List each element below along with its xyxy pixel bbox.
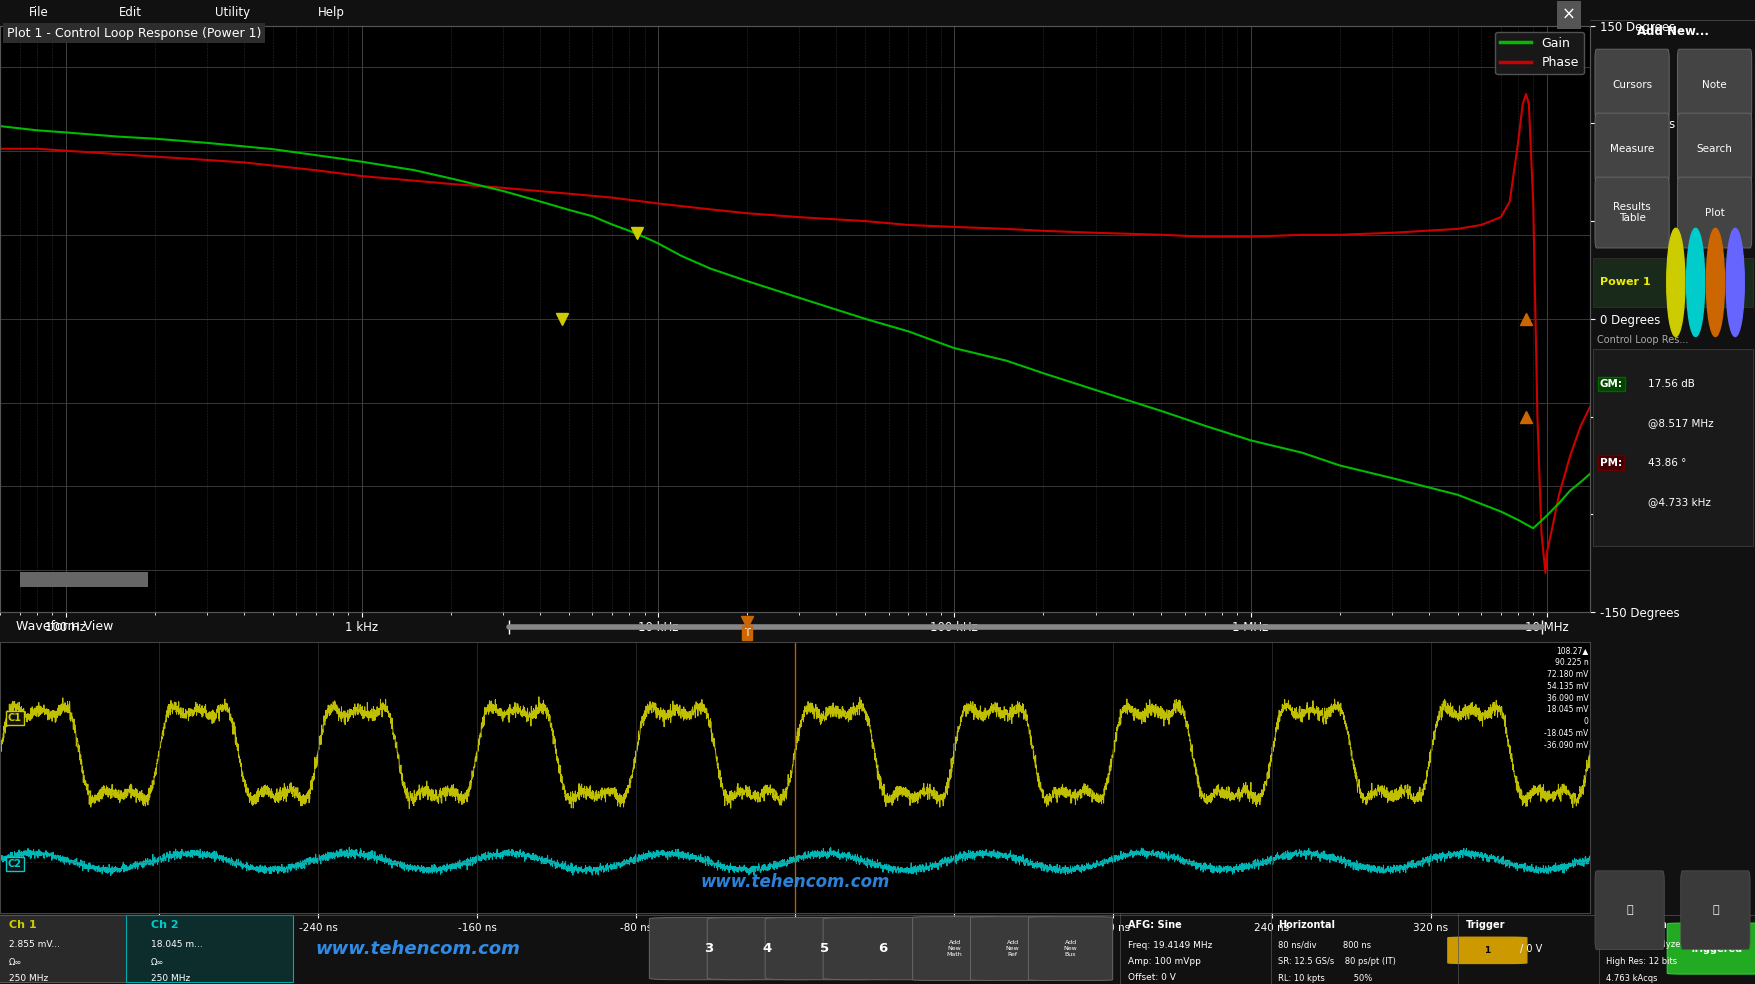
FancyBboxPatch shape [1595,177,1669,248]
FancyBboxPatch shape [1678,177,1751,248]
Text: Cursors: Cursors [1613,80,1651,90]
Text: PM:: PM: [1601,458,1622,467]
Text: 17.56 dB: 17.56 dB [1648,379,1695,389]
Circle shape [1727,228,1744,337]
FancyBboxPatch shape [765,917,885,980]
Text: 18.045 m...: 18.045 m... [151,940,202,950]
Text: Search: Search [1697,144,1732,154]
FancyBboxPatch shape [1028,917,1113,980]
Text: @8.517 MHz: @8.517 MHz [1648,418,1713,428]
Text: Ch 2: Ch 2 [151,920,179,930]
FancyBboxPatch shape [1592,258,1753,307]
Text: Triggered: Triggered [1690,944,1743,953]
Circle shape [1667,228,1685,337]
FancyBboxPatch shape [1595,49,1669,120]
Text: C2: C2 [9,859,23,869]
Text: Trigger: Trigger [1465,920,1506,930]
Text: / 0 V: / 0 V [1520,944,1543,953]
Text: Ω∞: Ω∞ [151,958,165,967]
Text: 4: 4 [762,942,772,955]
Text: Measure: Measure [1609,144,1655,154]
Text: GM:: GM: [1601,379,1623,389]
Text: 🗑: 🗑 [1713,905,1718,915]
Text: 1: 1 [1485,947,1490,955]
FancyBboxPatch shape [823,917,942,980]
Text: Note: Note [1702,80,1727,90]
FancyBboxPatch shape [707,917,827,980]
Text: 250 MHz: 250 MHz [151,974,190,983]
FancyBboxPatch shape [913,917,997,980]
Text: 43.86 °: 43.86 ° [1648,458,1687,467]
Text: 5: 5 [820,942,830,955]
Text: T: T [744,628,749,638]
Circle shape [1687,228,1704,337]
Circle shape [1706,228,1725,337]
Bar [19,573,147,586]
FancyBboxPatch shape [0,915,151,982]
Text: Ch 1: Ch 1 [9,920,37,930]
Text: 2.855 mV...: 2.855 mV... [9,940,60,950]
Text: 80 ns/div          800 ns: 80 ns/div 800 ns [1278,940,1371,950]
FancyBboxPatch shape [971,917,1055,980]
Text: Add
New
Math: Add New Math [948,940,962,957]
FancyBboxPatch shape [1667,923,1755,974]
Text: Horizontal: Horizontal [1278,920,1334,930]
Text: Add
New
Ref: Add New Ref [1006,940,1020,957]
Text: 108.27▲
90.225 n
72.180 mV
54.135 mV
36.090 mV
18.045 mV
0
-18.045 mV
-36.090 mV: 108.27▲ 90.225 n 72.180 mV 54.135 mV 36.… [1544,646,1588,750]
Text: RL: 10 kpts           50%: RL: 10 kpts 50% [1278,974,1372,983]
Text: ×: × [1562,6,1576,24]
Text: Amp: 100 mVpp: Amp: 100 mVpp [1128,957,1202,966]
Legend: Gain, Phase: Gain, Phase [1495,31,1583,74]
Text: Results
Table: Results Table [1613,202,1651,223]
Text: SR: 12.5 GS/s    80 ps/pt (IT): SR: 12.5 GS/s 80 ps/pt (IT) [1278,957,1395,966]
Text: 3: 3 [704,942,714,955]
Text: Plot: Plot [1704,208,1725,217]
Text: Plot 1 - Control Loop Response (Power 1): Plot 1 - Control Loop Response (Power 1) [7,27,261,39]
Text: Waveform View: Waveform View [16,620,114,634]
Text: Offset: 0 V: Offset: 0 V [1128,972,1176,982]
FancyBboxPatch shape [1595,871,1664,950]
Text: Add New...: Add New... [1636,25,1709,37]
Text: File: File [28,6,49,20]
FancyBboxPatch shape [1595,113,1669,184]
FancyBboxPatch shape [649,917,769,980]
FancyBboxPatch shape [1448,937,1527,963]
Text: @4.733 kHz: @4.733 kHz [1648,497,1711,507]
Text: Freq: 19.4149 MHz: Freq: 19.4149 MHz [1128,942,1213,951]
Text: Edit: Edit [119,6,142,20]
Text: Power 1: Power 1 [1601,277,1650,287]
FancyBboxPatch shape [1681,871,1750,950]
Text: AFG: Sine: AFG: Sine [1128,920,1183,930]
Text: Ω∞: Ω∞ [9,958,23,967]
Text: Help: Help [318,6,346,20]
Text: 250 MHz: 250 MHz [9,974,47,983]
FancyBboxPatch shape [1678,49,1751,120]
Text: Manual,   Analyze: Manual, Analyze [1606,940,1680,950]
Text: www.tehencom.com: www.tehencom.com [700,874,890,892]
FancyBboxPatch shape [126,915,293,982]
Text: Utility: Utility [214,6,249,20]
Text: 4.763 kAcqs: 4.763 kAcqs [1606,974,1657,983]
Text: www.tehencom.com: www.tehencom.com [316,940,521,957]
Text: Control Loop Res...: Control Loop Res... [1597,335,1688,344]
Text: Acquisition: Acquisition [1606,920,1667,930]
Text: 6: 6 [878,942,888,955]
Text: Add
New
Bus: Add New Bus [1064,940,1078,957]
FancyBboxPatch shape [1592,349,1753,546]
Text: C1: C1 [9,712,23,722]
Text: High Res: 12 bits: High Res: 12 bits [1606,957,1678,966]
FancyBboxPatch shape [1678,113,1751,184]
Text: 🔍: 🔍 [1627,905,1632,915]
